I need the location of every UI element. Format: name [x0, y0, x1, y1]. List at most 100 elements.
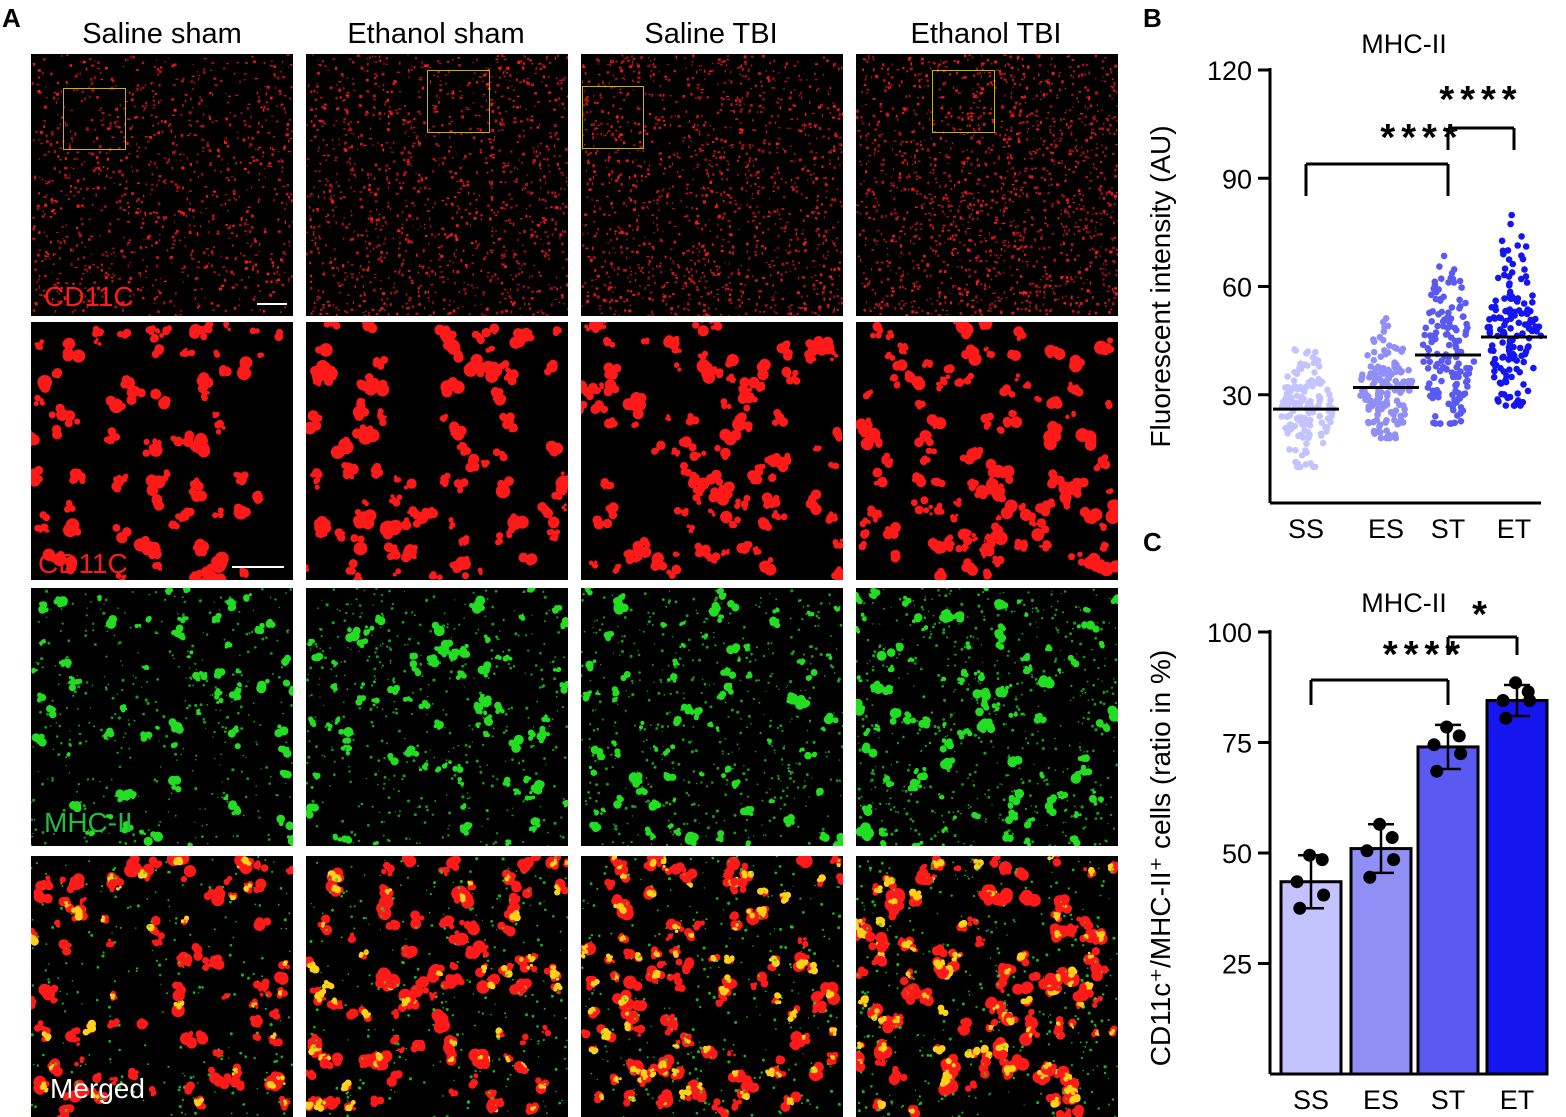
chart-b-point — [1456, 296, 1463, 304]
chart-b-point — [1424, 365, 1432, 372]
chart-b-point — [1454, 412, 1461, 419]
chart-b-point — [1519, 255, 1527, 263]
cd11c-overview-image — [581, 54, 843, 316]
chart-b-point — [1460, 390, 1468, 398]
inset-region-box — [582, 86, 644, 149]
chart-b-point — [1378, 389, 1385, 396]
panel-label-c: C — [1143, 527, 1162, 557]
chart-b-point — [1506, 366, 1513, 374]
chart-b-point — [1307, 460, 1314, 467]
chart-b-point — [1377, 377, 1385, 385]
chart-b-point — [1491, 367, 1498, 375]
chart-b-point — [1488, 342, 1496, 349]
chart-b-point — [1490, 314, 1498, 321]
chart-b-point — [1455, 360, 1462, 368]
chart-b-point — [1323, 428, 1330, 435]
cd11c-zoom-image — [31, 322, 293, 580]
chart-b-point — [1499, 339, 1506, 346]
chart-b-point — [1505, 256, 1513, 263]
chart-b-point — [1307, 397, 1314, 405]
chart-b-point — [1362, 396, 1369, 404]
chart-b-point — [1451, 337, 1459, 345]
chart-b-point — [1513, 357, 1520, 364]
chart-b-point — [1290, 399, 1297, 406]
chart-c-bar — [1279, 880, 1343, 1076]
chart-b-point — [1438, 275, 1445, 283]
chart-b-point — [1447, 315, 1455, 322]
chart-b-point — [1311, 369, 1318, 376]
chart-b-point — [1383, 417, 1390, 424]
chart-b-point — [1328, 409, 1336, 417]
chart-c-bar — [1485, 699, 1549, 1076]
chart-b-point — [1387, 408, 1395, 416]
chart-b-point — [1457, 368, 1464, 375]
chart-b-point — [1446, 420, 1454, 427]
chart-b-point — [1370, 338, 1378, 346]
chart-b-point — [1524, 387, 1532, 395]
chart-b-point — [1452, 344, 1460, 352]
chart-b-sig-label: **** — [1380, 117, 1463, 159]
chart-b-point — [1301, 427, 1308, 434]
chart-b-point — [1386, 342, 1393, 350]
chart-b-point — [1384, 322, 1392, 330]
chart-b-point — [1445, 400, 1452, 408]
chart-c-point — [1430, 764, 1444, 778]
chart-b-point — [1400, 402, 1407, 409]
mhc-ii-image — [31, 588, 293, 846]
chart-b-point — [1510, 402, 1518, 409]
chart-b-point — [1484, 324, 1491, 331]
chart-b-point — [1370, 348, 1378, 356]
chart-b-point — [1500, 368, 1508, 375]
chart-b-point — [1286, 385, 1294, 392]
chart-c-bar — [1349, 847, 1413, 1076]
chart-b-point — [1508, 211, 1515, 219]
chart-b-point — [1298, 452, 1306, 459]
chart-b-point — [1291, 422, 1299, 430]
mhc-ii-fluorescence-chart: MHC-II 30 60 90 120 Fluorescent intensity (AU… — [1146, 29, 1547, 540]
chart-b-point — [1294, 460, 1302, 467]
chart-b-point — [1284, 402, 1291, 410]
chart-b-point — [1394, 380, 1401, 388]
cd11c-overview-image — [31, 54, 293, 316]
chart-c-y-tick-label: 25 — [1222, 950, 1252, 980]
chart-b-point — [1490, 373, 1498, 381]
chart-b-point — [1382, 350, 1389, 358]
chart-b-point — [1286, 446, 1293, 453]
chart-b-point — [1278, 413, 1285, 420]
scale-bar — [257, 303, 287, 305]
chart-b-point — [1405, 366, 1412, 374]
chart-b-point — [1521, 266, 1528, 273]
chart-b-point — [1439, 318, 1447, 325]
chart-b-point — [1499, 247, 1507, 255]
chart-b-point — [1318, 378, 1326, 386]
chart-b-point — [1358, 376, 1365, 384]
chart-b-point — [1397, 419, 1404, 426]
chart-b-point — [1497, 380, 1505, 387]
chart-b-point — [1372, 365, 1379, 373]
chart-b-point — [1448, 304, 1456, 311]
chart-b-point — [1520, 381, 1527, 388]
chart-b-point — [1293, 370, 1301, 378]
inset-region-box — [932, 70, 995, 133]
chart-b-point — [1494, 274, 1502, 282]
chart-b-point — [1456, 277, 1464, 285]
chart-b-y-axis-label: Fluorescent intensity (AU) — [1146, 125, 1176, 447]
chart-b-point — [1302, 461, 1310, 468]
chart-b-point — [1357, 392, 1364, 399]
chart-b-point — [1431, 278, 1439, 286]
chart-b-point — [1530, 364, 1537, 372]
chart-b-point — [1391, 344, 1398, 351]
chart-b-point — [1502, 307, 1509, 315]
chart-b-point — [1298, 420, 1306, 427]
chart-b-point — [1506, 349, 1514, 357]
chart-b-point — [1515, 319, 1523, 327]
chart-b-point — [1521, 321, 1529, 328]
chart-c-x-tick-label: ET — [1500, 1085, 1535, 1115]
chart-b-point — [1517, 402, 1524, 409]
chart-b-point — [1405, 377, 1412, 385]
chart-b-point — [1303, 350, 1310, 357]
chart-b-point — [1380, 328, 1388, 335]
column-title-saline-tbi: Saline TBI — [644, 18, 778, 50]
chart-b-point — [1510, 343, 1517, 351]
chart-b-point — [1432, 413, 1439, 420]
